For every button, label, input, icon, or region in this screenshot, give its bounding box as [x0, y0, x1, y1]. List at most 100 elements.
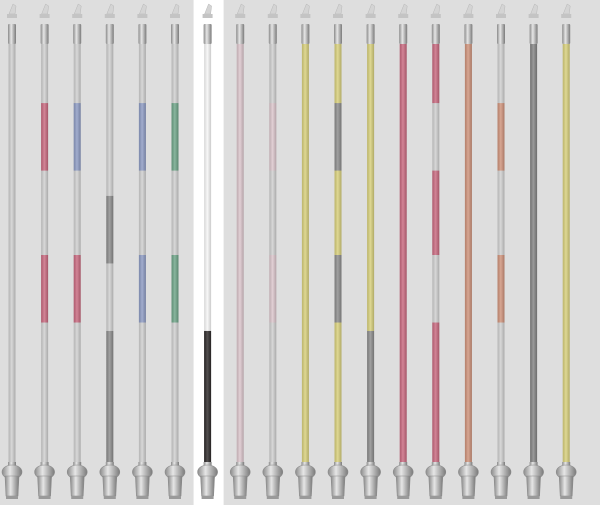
base-stand [363, 475, 378, 497]
base-stand [37, 475, 52, 497]
pole-cap [431, 24, 440, 44]
pole-7[interactable] [193, 0, 224, 505]
rod-shading [399, 44, 407, 466]
finial-icon [73, 3, 82, 15]
finial-icon [236, 3, 245, 15]
base-stand [4, 475, 20, 497]
pole-3[interactable] [66, 3, 88, 499]
finial-collar [528, 14, 539, 18]
pole-2[interactable] [34, 3, 55, 499]
rod-shading [334, 44, 342, 466]
pole-15[interactable] [458, 3, 479, 499]
base-stand [330, 475, 346, 497]
pole-cap [464, 24, 473, 44]
pole-cap [562, 24, 571, 44]
base-stand [265, 475, 281, 497]
finial-icon [302, 3, 310, 15]
base-stand [135, 475, 150, 497]
finial-collar [463, 14, 474, 18]
base-foot [397, 496, 410, 499]
pole-18[interactable] [555, 3, 577, 499]
base-foot [495, 496, 507, 499]
base-foot [201, 496, 214, 499]
base-foot [71, 496, 84, 499]
base-stand [428, 475, 444, 497]
finial-collar [333, 14, 343, 18]
pole-cap [334, 24, 342, 44]
base-stand [558, 475, 574, 497]
finial-collar [267, 14, 278, 18]
base-stand [102, 475, 118, 497]
finial-collar [365, 14, 376, 18]
finial-collar [398, 14, 409, 18]
finial-collar [235, 14, 246, 18]
finial-collar [300, 14, 311, 18]
pole-cap [171, 24, 179, 44]
rod-shading [269, 44, 277, 466]
finial-collar [430, 14, 441, 18]
base-foot [462, 496, 475, 499]
finial-icon [530, 3, 538, 15]
base-foot [560, 496, 573, 499]
pole-17[interactable] [523, 3, 544, 499]
pole-14[interactable] [425, 3, 447, 499]
pole-cap [203, 24, 212, 44]
pole-4[interactable] [99, 3, 121, 499]
base-foot [364, 496, 377, 499]
pole-11[interactable] [327, 3, 349, 499]
pole-cap [138, 24, 147, 44]
finial-collar [170, 14, 180, 18]
finial-icon [171, 3, 180, 15]
rod-shading [497, 44, 505, 466]
pole-cap [529, 24, 538, 44]
pole-cap [236, 24, 245, 44]
finial-collar [7, 14, 17, 18]
base-stand [69, 475, 85, 497]
rod-shading [301, 44, 309, 466]
pole-12[interactable] [360, 3, 381, 499]
pole-cap [399, 24, 408, 44]
rod-shading [171, 44, 179, 466]
pole-cap [8, 24, 16, 44]
rod-shading [562, 44, 570, 466]
base-stand [526, 475, 541, 497]
base-stand [200, 475, 215, 497]
base-stand [395, 475, 411, 497]
base-foot [38, 496, 51, 499]
finial-collar [561, 14, 572, 18]
finial-icon [497, 3, 506, 15]
finial-collar [202, 14, 213, 18]
rod-shading [367, 44, 375, 466]
pole-9[interactable] [262, 3, 284, 499]
base-foot [6, 496, 18, 499]
base-stand [461, 475, 476, 497]
pole-1[interactable] [1, 3, 23, 499]
pole-13[interactable] [392, 3, 414, 499]
finial-icon [269, 3, 278, 15]
pole-10[interactable] [295, 3, 316, 499]
base-foot [169, 496, 181, 499]
pole-5[interactable] [132, 3, 153, 499]
pole-cap [366, 24, 375, 44]
finial-collar [496, 14, 506, 18]
pole-6[interactable] [164, 3, 186, 499]
rod-shading [41, 44, 49, 466]
finial-icon [432, 3, 441, 15]
base-stand [167, 475, 183, 497]
finial-collar [137, 14, 148, 18]
pole-cap [268, 24, 277, 44]
pole-16[interactable] [490, 3, 512, 499]
finial-collar [104, 14, 115, 18]
finial-icon [8, 3, 17, 15]
finial-icon [106, 3, 115, 15]
finial-collar [72, 14, 83, 18]
base-foot [332, 496, 344, 499]
finial-collar [39, 14, 50, 18]
pole-8[interactable] [229, 3, 251, 499]
base-foot [429, 496, 442, 499]
finial-icon [562, 3, 571, 15]
base-foot [103, 496, 116, 499]
pole-cap [105, 24, 114, 44]
